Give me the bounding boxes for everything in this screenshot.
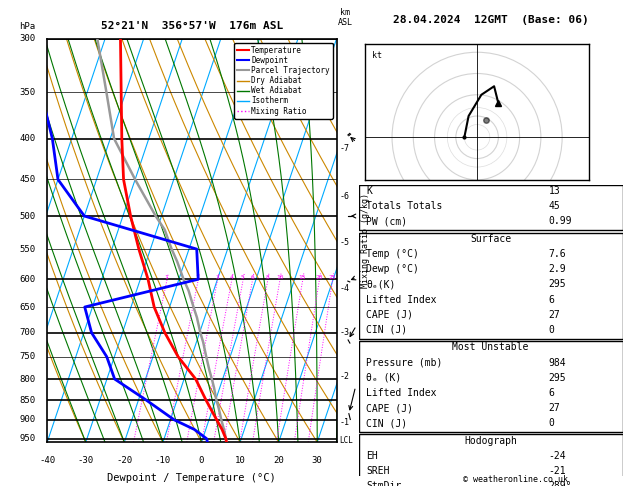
Text: Mixing Ratio (g/kg): Mixing Ratio (g/kg) <box>361 193 370 288</box>
Text: StmDir: StmDir <box>367 481 402 486</box>
Text: Temp (°C): Temp (°C) <box>367 249 420 259</box>
Text: 300: 300 <box>19 35 36 43</box>
Text: 52°21'N  356°57'W  176m ASL: 52°21'N 356°57'W 176m ASL <box>101 21 283 31</box>
Text: 20: 20 <box>273 456 284 466</box>
Text: 600: 600 <box>19 275 36 284</box>
Legend: Temperature, Dewpoint, Parcel Trajectory, Dry Adiabat, Wet Adiabat, Isotherm, Mi: Temperature, Dewpoint, Parcel Trajectory… <box>234 43 333 119</box>
Text: 1: 1 <box>165 275 169 280</box>
Text: Pressure (mb): Pressure (mb) <box>367 358 443 367</box>
Text: 350: 350 <box>19 88 36 97</box>
Text: Surface: Surface <box>470 234 511 244</box>
Text: 500: 500 <box>19 211 36 221</box>
Text: -3: -3 <box>340 328 349 337</box>
Text: 7.6: 7.6 <box>548 249 566 259</box>
Text: 550: 550 <box>19 244 36 254</box>
Text: 30: 30 <box>312 456 323 466</box>
Text: 900: 900 <box>19 416 36 424</box>
Text: 3: 3 <box>215 275 219 280</box>
Text: -30: -30 <box>78 456 94 466</box>
Text: Hodograph: Hodograph <box>464 436 517 446</box>
Text: K: K <box>367 186 372 196</box>
Text: 4: 4 <box>230 275 233 280</box>
Text: 27: 27 <box>548 403 560 413</box>
Text: CIN (J): CIN (J) <box>367 325 408 335</box>
Text: 10: 10 <box>235 456 245 466</box>
Text: -2: -2 <box>340 372 349 382</box>
Text: Most Unstable: Most Unstable <box>452 343 529 352</box>
Text: 25: 25 <box>328 275 336 280</box>
Bar <box>359 434 623 486</box>
Text: -4: -4 <box>340 284 349 293</box>
Text: -10: -10 <box>155 456 171 466</box>
Text: EH: EH <box>367 451 378 461</box>
Bar <box>359 185 623 230</box>
Text: 28.04.2024  12GMT  (Base: 06): 28.04.2024 12GMT (Base: 06) <box>392 15 589 25</box>
Text: 5: 5 <box>241 275 245 280</box>
Text: 2.9: 2.9 <box>548 264 566 274</box>
Text: CAPE (J): CAPE (J) <box>367 310 413 320</box>
Text: km
ASL: km ASL <box>338 8 353 27</box>
Text: Dewp (°C): Dewp (°C) <box>367 264 420 274</box>
Text: SREH: SREH <box>367 466 390 476</box>
Text: Lifted Index: Lifted Index <box>367 295 437 305</box>
Text: 400: 400 <box>19 134 36 143</box>
Text: 13: 13 <box>548 186 560 196</box>
Text: LCL: LCL <box>340 436 353 445</box>
Text: 750: 750 <box>19 352 36 361</box>
Text: 800: 800 <box>19 375 36 383</box>
Text: 15: 15 <box>299 275 306 280</box>
Text: Totals Totals: Totals Totals <box>367 201 443 211</box>
Text: -20: -20 <box>116 456 132 466</box>
Text: 27: 27 <box>548 310 560 320</box>
Text: Lifted Index: Lifted Index <box>367 388 437 398</box>
Text: -24: -24 <box>548 451 566 461</box>
Text: © weatheronline.co.uk: © weatheronline.co.uk <box>464 474 568 484</box>
Text: kt: kt <box>372 51 382 60</box>
Text: -6: -6 <box>340 191 349 201</box>
Text: 20: 20 <box>315 275 323 280</box>
Text: 650: 650 <box>19 302 36 312</box>
Text: -40: -40 <box>39 456 55 466</box>
Text: CIN (J): CIN (J) <box>367 418 408 428</box>
Text: CAPE (J): CAPE (J) <box>367 403 413 413</box>
Text: 10: 10 <box>276 275 283 280</box>
Text: 0: 0 <box>199 456 204 466</box>
Text: 45: 45 <box>548 201 560 211</box>
Text: -1: -1 <box>340 418 349 428</box>
Text: 0.99: 0.99 <box>548 216 572 226</box>
Text: 295: 295 <box>548 279 566 290</box>
Text: 2: 2 <box>196 275 199 280</box>
Bar <box>359 341 623 432</box>
Text: Dewpoint / Temperature (°C): Dewpoint / Temperature (°C) <box>108 472 276 483</box>
Text: 6: 6 <box>548 388 555 398</box>
Text: 700: 700 <box>19 328 36 337</box>
Text: 6: 6 <box>548 295 555 305</box>
Text: 850: 850 <box>19 396 36 404</box>
Text: 0: 0 <box>548 325 555 335</box>
Text: hPa: hPa <box>19 22 36 31</box>
Text: 0: 0 <box>548 418 555 428</box>
Text: PW (cm): PW (cm) <box>367 216 408 226</box>
Text: 289°: 289° <box>548 481 572 486</box>
Text: 984: 984 <box>548 358 566 367</box>
Text: θₑ (K): θₑ (K) <box>367 373 402 383</box>
Text: θₑ(K): θₑ(K) <box>367 279 396 290</box>
Text: -7: -7 <box>340 144 349 154</box>
Text: 6: 6 <box>250 275 254 280</box>
Text: 450: 450 <box>19 175 36 184</box>
Text: -5: -5 <box>340 238 349 247</box>
Text: 295: 295 <box>548 373 566 383</box>
Text: 8: 8 <box>265 275 269 280</box>
Text: 950: 950 <box>19 434 36 443</box>
Bar <box>359 232 623 339</box>
Text: -21: -21 <box>548 466 566 476</box>
